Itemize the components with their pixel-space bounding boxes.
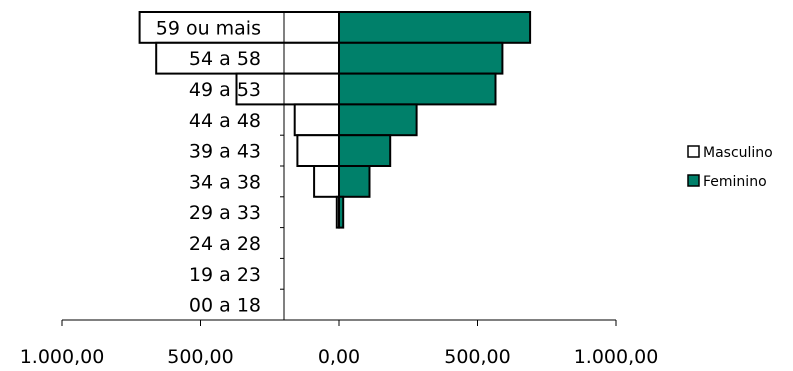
category-label: 24 a 28 [189, 233, 261, 255]
bar-feminino-59-ou-mais [338, 11, 532, 44]
bar-masculino-59-ou-mais [138, 11, 340, 44]
value-tick-label: 1.000,00 [574, 346, 659, 368]
category-label: 59 ou mais [156, 17, 261, 39]
legend-swatch-feminino [687, 174, 700, 187]
category-label: 34 a 38 [189, 171, 261, 193]
legend: Masculino Feminino [687, 145, 773, 190]
category-label: 19 a 23 [189, 264, 261, 286]
category-label: 49 a 53 [189, 79, 261, 101]
category-labels: 59 ou mais 54 a 58 49 a 53 44 a 48 39 a 43 34… [156, 17, 261, 316]
category-label: 54 a 58 [189, 48, 261, 70]
bar-feminino-44-a-48 [338, 103, 418, 137]
bar-feminino-39-a-43 [338, 134, 392, 167]
legend-swatch-masculino [687, 145, 700, 158]
category-label: 39 a 43 [189, 141, 261, 163]
value-tick-label: 1.000,00 [20, 346, 105, 368]
category-axis [280, 11, 285, 321]
value-axis: 1.000,00 500,00 0,00 500,00 1.000,00 [20, 319, 659, 368]
bar-masculino-49-a-53 [235, 72, 340, 106]
bar-feminino-49-a-53 [338, 72, 497, 106]
bar-masculino-39-a-43 [296, 134, 340, 167]
bar-masculino-34-a-38 [313, 165, 341, 198]
category-label: 44 a 48 [189, 110, 261, 132]
category-label: 00 a 18 [189, 295, 261, 317]
legend-label-feminino: Feminino [703, 174, 767, 190]
legend-label-masculino: Masculino [703, 145, 773, 161]
value-tick-label: 0,00 [318, 346, 360, 368]
category-label: 29 a 33 [189, 202, 261, 224]
value-tick-label: 500,00 [167, 346, 233, 368]
bar-feminino-29-a-33 [338, 195, 345, 229]
bar-feminino-34-a-38 [338, 165, 371, 198]
bar-feminino-54-a-58 [338, 41, 504, 75]
bars-group [138, 11, 532, 229]
value-tick-label: 500,00 [444, 346, 510, 368]
bar-masculino-44-a-48 [293, 103, 341, 137]
